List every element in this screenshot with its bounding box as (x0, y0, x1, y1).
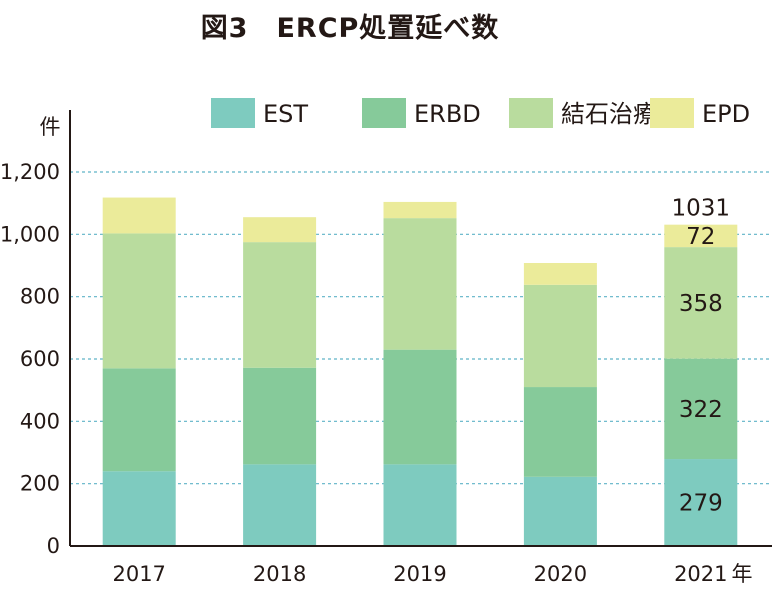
bar-segment (243, 242, 317, 368)
bar-segment (243, 217, 317, 243)
legend-swatch (211, 98, 255, 128)
y-axis-label: 件 (40, 115, 61, 139)
bar-segment (383, 464, 457, 546)
bar-segment (383, 201, 457, 219)
y-tick-label: 0 (47, 534, 60, 558)
y-tick-label: 200 (20, 472, 60, 496)
x-tick-label: 2017 (112, 562, 165, 586)
x-axis-label: 年 (732, 562, 753, 586)
legend-label: EST (263, 100, 308, 128)
bar-segment (523, 476, 597, 546)
x-tick-label: 2021 (674, 562, 727, 586)
segment-data-label: 279 (679, 491, 723, 517)
y-tick-label: 400 (20, 409, 60, 433)
bar-segment (102, 197, 176, 234)
legend-swatch (509, 98, 553, 128)
bar-segment (383, 218, 457, 350)
bar-segment (664, 224, 738, 248)
x-tick-label: 2019 (393, 562, 446, 586)
bar-segment (383, 349, 457, 465)
axes (69, 110, 772, 547)
legend-label: EPD (702, 100, 750, 128)
y-tick-label: 1,200 (0, 160, 60, 184)
chart-title: 図3 ERCP処置延べ数 (200, 13, 500, 44)
legend-label: 結石治療 (561, 100, 657, 128)
legend-label: ERBD (414, 100, 481, 128)
segment-data-label: 322 (679, 397, 723, 423)
bar-segment (102, 233, 176, 369)
bar-segment (243, 367, 317, 465)
y-tick-label: 600 (20, 347, 60, 371)
bar-segment (664, 459, 738, 546)
bar-segment (523, 284, 597, 388)
x-tick-label: 2020 (534, 562, 587, 586)
segment-data-label: 72 (686, 224, 715, 250)
legend-swatch (362, 98, 406, 128)
bars (102, 197, 738, 546)
y-tick-label: 800 (20, 285, 60, 309)
legend-swatch (650, 98, 694, 128)
tick-labels: 0 200 400 600 800 1,000 1,200 2017 2018 2019 2020 2… (0, 160, 728, 586)
bar-segment (243, 464, 317, 546)
y-tick-label: 1,000 (0, 222, 60, 246)
bar-segment (523, 387, 597, 477)
bar-segment (664, 247, 738, 359)
bar-segment (102, 368, 176, 472)
bar-segment (523, 263, 597, 285)
bar-segment (102, 471, 176, 546)
total-data-label: 1031 (672, 196, 731, 222)
x-tick-label: 2018 (253, 562, 306, 586)
bar-segment (664, 358, 738, 460)
legend: EST ERBD 結石治療 EPD (211, 98, 750, 128)
segment-data-label: 358 (679, 291, 723, 317)
